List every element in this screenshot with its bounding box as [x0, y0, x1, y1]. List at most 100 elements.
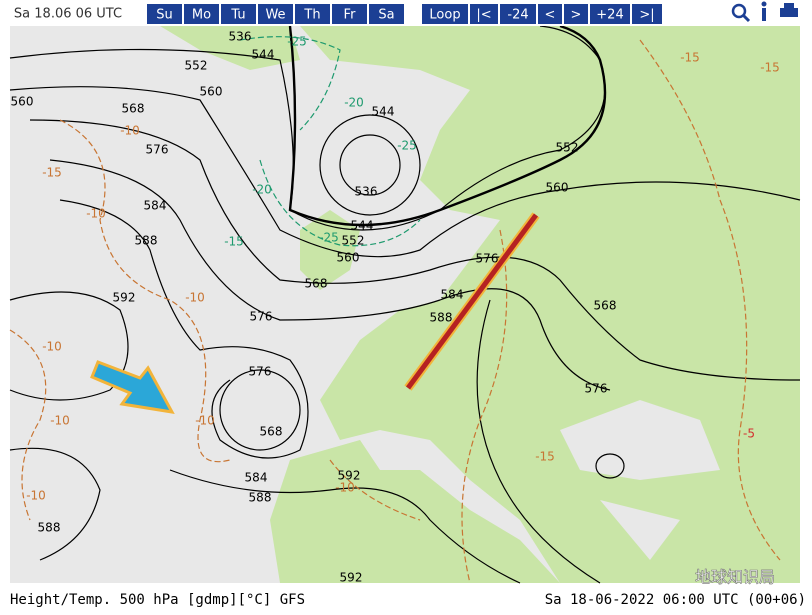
footer-right: Sa 18-06-2022 06:00 UTC (00+06)	[545, 592, 806, 608]
control-button-label: +24	[596, 8, 623, 23]
cold-contours	[239, 36, 421, 247]
height-label: 568	[305, 277, 328, 291]
height-label: 536	[355, 185, 378, 199]
height-label: 560	[200, 85, 223, 99]
height-label: 552	[556, 141, 579, 155]
arrow	[90, 360, 175, 414]
temp-label: -15	[224, 235, 244, 249]
header: Sa 18.06 06 UTC Su Mo Tu We Th Fr Sa Loop |< -24 <…	[0, 0, 812, 26]
height-label: 576	[585, 382, 608, 396]
print-icon[interactable]	[780, 8, 798, 17]
temp-label: -10	[195, 414, 215, 428]
day-button-label: Su	[156, 8, 173, 23]
temp-label: -10	[335, 481, 355, 495]
control-button[interactable]	[590, 4, 630, 24]
control-button[interactable]	[632, 4, 662, 24]
day-button[interactable]	[258, 4, 293, 24]
temp-label: -20	[252, 183, 272, 197]
control-button[interactable]	[422, 4, 468, 24]
button-bar: Su Mo Tu We Th Fr Sa Loop |< -24 < > +24 >|	[147, 4, 662, 24]
day-button[interactable]	[147, 4, 182, 24]
height-label: 552	[342, 234, 365, 248]
temp-label: -15	[42, 166, 62, 180]
control-button-label: -24	[507, 8, 528, 23]
temp-label: -15	[680, 51, 700, 65]
control-button[interactable]	[500, 4, 536, 24]
temp-label: -25	[319, 231, 339, 245]
control-button-label: Loop	[429, 8, 460, 23]
temp-label: -15	[760, 61, 780, 75]
control-button[interactable]	[470, 4, 498, 24]
height-label: 568	[594, 299, 617, 313]
footer: Height/Temp. 500 hPa [gdmp][°C] GFS Sa 1…	[10, 567, 806, 608]
height-label: 588	[135, 234, 158, 248]
height-label: 584	[144, 199, 167, 213]
day-button-label: Fr	[344, 8, 357, 23]
height-label: 560	[337, 251, 360, 265]
height-label: 552	[185, 59, 208, 73]
watermark: 地球知识局	[695, 568, 775, 587]
temp-label: -20	[344, 96, 364, 110]
info-icon[interactable]	[762, 8, 766, 21]
temp-label: -10	[185, 291, 205, 305]
land-iceland	[160, 26, 300, 70]
axis-line	[405, 213, 539, 390]
day-button[interactable]	[369, 4, 404, 24]
header-bar	[0, 0, 812, 26]
height-label: 584	[245, 471, 268, 485]
temp-label: -10	[50, 414, 70, 428]
height-label: 588	[249, 491, 272, 505]
day-button-label: Mo	[192, 8, 211, 23]
height-label: 592	[338, 469, 361, 483]
height-label: 560	[11, 95, 34, 109]
temp-label: -25	[397, 139, 417, 153]
control-button-label: <	[545, 8, 556, 23]
tool-icons	[731, 1, 798, 23]
temp-label: -10	[120, 124, 140, 138]
height-label: 544	[351, 219, 374, 233]
inner-seas	[560, 400, 720, 560]
day-button-label: Sa	[378, 8, 394, 23]
temp-label: -10	[26, 489, 46, 503]
control-button[interactable]	[538, 4, 562, 24]
control-button[interactable]	[564, 4, 588, 24]
temp-contours	[9, 39, 781, 584]
height-label: 536	[229, 30, 252, 44]
height-label: 588	[430, 311, 453, 325]
land-africa	[270, 440, 560, 583]
bold-contour	[288, 24, 607, 227]
day-button-label: Tu	[230, 8, 245, 23]
height-label: 560	[546, 181, 569, 195]
height-label: 588	[38, 521, 61, 535]
temp-label: -5	[743, 427, 755, 441]
zoom-icon-handle	[741, 13, 751, 23]
day-button[interactable]	[332, 4, 367, 24]
height-label: 584	[441, 288, 464, 302]
control-button-label: |<	[476, 8, 491, 23]
footer-left: Height/Temp. 500 hPa [gdmp][°C] GFS	[10, 592, 305, 608]
day-button[interactable]	[221, 4, 256, 24]
day-button-label: Th	[303, 8, 320, 23]
height-label: 576	[146, 143, 169, 157]
day-button[interactable]	[184, 4, 219, 24]
height-label: 592	[340, 571, 363, 585]
header-time: Sa 18.06 06 UTC	[14, 7, 122, 22]
height-label: 592	[113, 291, 136, 305]
temp-label: -10	[86, 207, 106, 221]
control-button-label: >|	[639, 8, 654, 23]
control-button-label: >	[571, 8, 582, 23]
zoom-icon[interactable]	[731, 3, 747, 19]
temp-label: -15	[535, 450, 555, 464]
height-label: 576	[250, 310, 273, 324]
height-label: 576	[249, 365, 272, 379]
day-button-label: We	[265, 8, 285, 23]
height-label: 544	[372, 105, 395, 119]
height-label: 568	[260, 425, 283, 439]
day-button[interactable]	[295, 4, 330, 24]
info-icon-dot	[761, 1, 767, 7]
height-label: 576	[476, 252, 499, 266]
